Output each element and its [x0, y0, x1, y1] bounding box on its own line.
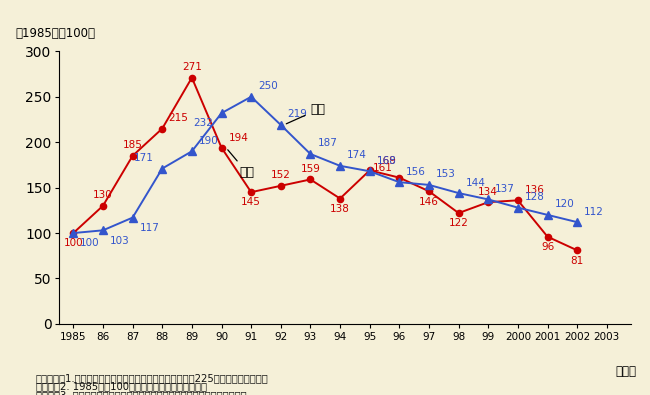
- Text: 159: 159: [300, 164, 320, 174]
- Text: 134: 134: [478, 186, 498, 197]
- Text: 100: 100: [64, 238, 83, 248]
- Text: （年）: （年）: [615, 365, 636, 378]
- Text: 271: 271: [182, 62, 202, 72]
- Text: 96: 96: [541, 242, 554, 252]
- Text: 136: 136: [525, 185, 545, 195]
- Text: 152: 152: [271, 170, 291, 180]
- Text: 190: 190: [199, 136, 218, 146]
- Text: 81: 81: [571, 256, 584, 265]
- Text: 146: 146: [419, 197, 439, 207]
- Text: 215: 215: [168, 113, 188, 123]
- Text: 130: 130: [93, 190, 113, 200]
- Text: 103: 103: [110, 235, 129, 246]
- Text: 122: 122: [448, 218, 469, 228]
- Text: 194: 194: [228, 134, 248, 143]
- Text: 168: 168: [376, 156, 396, 166]
- Text: 187: 187: [317, 139, 337, 149]
- Text: 219: 219: [288, 109, 307, 119]
- Text: （備考）、1.国土交通省「地価公示」、「日経平均株価（225種）」により作成。: （備考）、1.国土交通省「地価公示」、「日経平均株価（225種）」により作成。: [36, 373, 268, 383]
- Text: 117: 117: [140, 223, 159, 233]
- Text: 100: 100: [80, 238, 100, 248]
- Text: （1985年＝100）: （1985年＝100）: [16, 27, 96, 40]
- Text: 138: 138: [330, 204, 350, 214]
- Text: 174: 174: [347, 150, 367, 160]
- Text: 137: 137: [495, 184, 515, 194]
- Text: 185: 185: [123, 140, 142, 150]
- Text: 169: 169: [376, 156, 396, 166]
- Text: 128: 128: [525, 192, 545, 202]
- Text: 232: 232: [193, 118, 213, 128]
- Text: 地価: 地価: [286, 103, 326, 124]
- Text: 171: 171: [134, 153, 154, 163]
- Text: 145: 145: [241, 198, 261, 207]
- Text: 株価: 株価: [227, 150, 254, 179]
- Text: 156: 156: [406, 167, 426, 177]
- Text: 153: 153: [436, 169, 456, 179]
- Text: 2. 1985年を100とした株価及び地価の推移。: 2. 1985年を100とした株価及び地価の推移。: [36, 382, 207, 391]
- Text: 250: 250: [258, 81, 278, 91]
- Text: 144: 144: [465, 177, 486, 188]
- Text: 161: 161: [372, 164, 393, 173]
- Text: 112: 112: [584, 207, 604, 216]
- Text: 3. 地価は三大都市圈（東京圈、大阪圈及び名古屋圈）の住宅地価。: 3. 地価は三大都市圈（東京圈、大阪圈及び名古屋圈）の住宅地価。: [36, 390, 246, 395]
- Text: 120: 120: [554, 199, 574, 209]
